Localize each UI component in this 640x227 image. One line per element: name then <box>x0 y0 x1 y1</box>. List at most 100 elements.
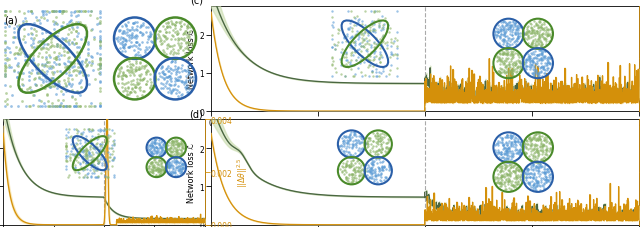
Point <box>379 23 389 27</box>
Point <box>499 62 509 65</box>
Point <box>93 129 104 133</box>
Point <box>106 165 116 169</box>
Point <box>93 22 104 26</box>
Point <box>131 86 141 89</box>
Point <box>157 65 167 69</box>
Point <box>515 151 525 155</box>
Point <box>528 149 538 152</box>
Point <box>494 56 504 60</box>
Point <box>339 172 349 176</box>
Point <box>340 135 351 138</box>
Point <box>345 63 355 67</box>
Point <box>154 143 164 146</box>
Point <box>538 188 548 191</box>
Point <box>81 161 91 165</box>
Point <box>161 28 171 31</box>
Point <box>526 165 536 169</box>
Point <box>122 94 132 97</box>
Point <box>371 141 381 144</box>
Point <box>165 172 175 175</box>
Point <box>495 72 506 76</box>
Point <box>534 20 544 24</box>
Point <box>150 169 161 172</box>
Point <box>495 67 506 70</box>
Point <box>376 45 387 49</box>
Text: (d): (d) <box>189 109 203 119</box>
Point <box>88 146 98 150</box>
Point <box>166 151 176 155</box>
Point <box>340 150 351 153</box>
Point <box>177 162 188 166</box>
Point <box>499 38 509 41</box>
Point <box>384 147 394 150</box>
Point <box>95 67 105 71</box>
Point <box>541 178 551 181</box>
Point <box>178 163 188 167</box>
Point <box>49 71 60 74</box>
Point <box>339 139 349 142</box>
Point <box>99 160 109 163</box>
Point <box>173 141 184 145</box>
Point <box>150 150 161 153</box>
Point <box>369 49 380 53</box>
Point <box>499 66 509 69</box>
Point <box>511 63 521 66</box>
Point <box>122 69 132 72</box>
Point <box>108 175 118 179</box>
Point <box>348 27 358 30</box>
Point <box>378 132 388 136</box>
Point <box>499 33 509 37</box>
Point <box>131 53 141 57</box>
Point <box>20 104 31 108</box>
Point <box>370 135 380 138</box>
Point <box>138 77 148 80</box>
Point <box>534 33 545 37</box>
Point <box>363 144 373 148</box>
Point <box>335 145 345 148</box>
Point <box>127 36 137 40</box>
Point <box>47 10 57 14</box>
Point <box>500 158 511 162</box>
Point <box>127 69 137 73</box>
Point <box>65 39 75 43</box>
Point <box>170 25 180 28</box>
Point <box>531 132 541 136</box>
Point <box>490 148 500 152</box>
Point <box>70 164 81 167</box>
Point <box>505 166 515 170</box>
Point <box>61 160 72 163</box>
Point <box>382 41 392 44</box>
Point <box>360 37 371 41</box>
Point <box>13 52 23 56</box>
Point <box>376 61 386 65</box>
Point <box>330 48 340 51</box>
Point <box>159 165 170 169</box>
Point <box>67 89 77 92</box>
Point <box>97 153 107 157</box>
Point <box>188 75 198 79</box>
Point <box>145 170 155 174</box>
Point <box>527 60 537 64</box>
Point <box>83 128 93 132</box>
Point <box>164 162 174 165</box>
Point <box>74 10 84 14</box>
Point <box>367 177 377 180</box>
Point <box>505 26 515 30</box>
Point <box>493 31 504 35</box>
Point <box>366 169 376 173</box>
Point <box>390 53 400 57</box>
Point <box>358 173 369 176</box>
Point <box>170 143 180 146</box>
Point <box>541 34 552 37</box>
Point <box>149 148 159 151</box>
Point <box>514 56 524 60</box>
Point <box>346 135 356 139</box>
Point <box>156 87 166 91</box>
Point <box>53 99 63 103</box>
Point <box>81 147 92 151</box>
Point <box>176 80 186 83</box>
Point <box>138 77 148 81</box>
Point <box>135 75 145 79</box>
Point <box>156 169 166 173</box>
Point <box>491 150 501 154</box>
